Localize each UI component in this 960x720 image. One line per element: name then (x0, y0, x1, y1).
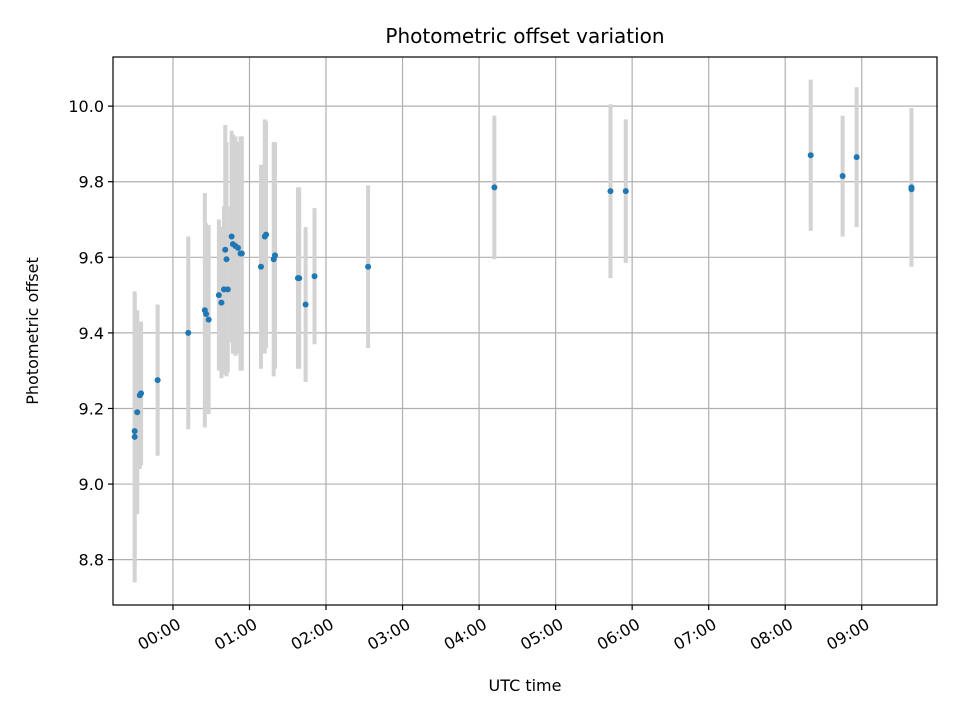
data-point (365, 263, 372, 270)
data-point (223, 256, 230, 263)
data-point (134, 409, 141, 416)
data-point (228, 233, 235, 240)
data-point (908, 186, 915, 193)
data-point (263, 231, 270, 238)
data-point (154, 377, 161, 384)
data-point (222, 246, 229, 253)
data-point (491, 184, 498, 191)
y-axis: 8.8 9.0 9.2 9.4 9.6 9.8 10.0 (68, 97, 113, 570)
data-point (218, 299, 225, 306)
data-point (622, 188, 629, 195)
data-point (607, 188, 614, 195)
data-point (311, 273, 318, 280)
data-points (131, 152, 915, 440)
data-point (302, 301, 309, 308)
y-tick-label: 9.8 (79, 173, 104, 192)
y-tick-label: 9.6 (79, 248, 104, 267)
data-point (257, 263, 264, 270)
data-point (224, 286, 231, 293)
data-point (205, 316, 212, 323)
y-tick-label: 10.0 (68, 97, 104, 116)
y-tick-label: 9.2 (79, 399, 104, 418)
x-axis-label: UTC time (489, 676, 562, 695)
data-point (235, 244, 242, 251)
plot-frame (112, 56, 938, 606)
y-tick-label: 9.4 (79, 324, 104, 343)
data-point (185, 329, 192, 336)
y-tick-label: 9.0 (79, 475, 104, 494)
data-point (238, 250, 245, 257)
data-point (296, 275, 303, 282)
data-point (138, 390, 145, 397)
data-point (839, 173, 846, 180)
data-point (131, 433, 138, 440)
data-point (807, 152, 814, 159)
data-point (203, 310, 210, 317)
y-tick-label: 8.8 (79, 551, 104, 570)
data-point (131, 428, 138, 435)
data-point (215, 292, 222, 299)
y-axis-label: Photometric offset (23, 257, 42, 405)
data-point (853, 154, 860, 161)
chart-title: Photometric offset variation (385, 24, 664, 48)
data-point (271, 252, 278, 259)
grid (113, 57, 937, 605)
